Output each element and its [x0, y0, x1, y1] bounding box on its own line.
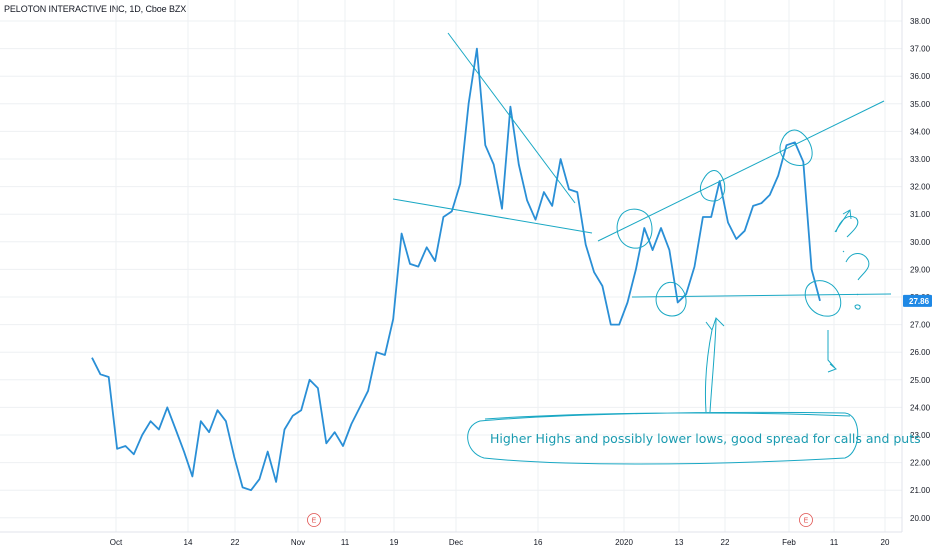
- circle-jan-low: [655, 281, 687, 317]
- arrow-up: [834, 209, 852, 233]
- y-tick-label: 32.00: [910, 183, 931, 192]
- chart-drawings: [392, 32, 892, 465]
- circle-dec-high: [616, 208, 653, 249]
- x-tick-label: 16: [534, 538, 543, 547]
- neckline-left: [392, 198, 593, 234]
- x-tick-label: Dec: [449, 538, 463, 547]
- annotation-oval: [467, 411, 859, 465]
- small-scribble: [854, 304, 861, 310]
- y-tick-label: 33.00: [910, 155, 931, 164]
- y-tick-label: 23.00: [910, 431, 931, 440]
- circle-jan-high: [699, 170, 726, 202]
- y-tick-label: 25.00: [910, 376, 931, 385]
- y-tick-label: 35.00: [910, 100, 931, 109]
- y-tick-label: 34.00: [910, 127, 931, 136]
- x-tick-label: 22: [721, 538, 730, 547]
- y-tick-label: 21.00: [910, 486, 931, 495]
- support-line: [631, 293, 892, 298]
- x-tick-label: 20: [881, 538, 890, 547]
- chart-title: PELOTON INTERACTIVE INC, 1D, Cboe BZX: [4, 4, 187, 14]
- earnings-marker-nov[interactable]: E: [307, 513, 321, 527]
- y-tick-label: 22.00: [910, 459, 931, 468]
- last-price-tag: 27.86: [903, 294, 932, 307]
- question-mark-down: [845, 253, 870, 296]
- x-tick-label: Feb: [782, 538, 796, 547]
- price-line: [91, 47, 821, 492]
- y-tick-label: 36.00: [910, 72, 931, 81]
- y-tick-label: 24.00: [910, 403, 931, 412]
- time-axis: Oct 14 22 Nov 11 19 Dec 16 2020 13 22 Feb 11 20: [110, 538, 890, 547]
- last-price-value: 27.86: [909, 297, 930, 306]
- earnings-label: E: [804, 518, 809, 525]
- x-tick-label: 11: [830, 538, 839, 547]
- y-tick-label: 37.00: [910, 45, 931, 54]
- y-tick-label: 26.00: [910, 348, 931, 357]
- x-tick-label: 19: [390, 538, 399, 547]
- y-tick-label: 27.00: [910, 321, 931, 330]
- chart-grid: [0, 0, 902, 532]
- uptrend-line: [597, 100, 885, 242]
- x-tick-label: 14: [184, 538, 193, 547]
- y-tick-label: 38.00: [910, 17, 931, 26]
- y-tick-label: 30.00: [910, 238, 931, 247]
- downtrend-line: [447, 32, 576, 204]
- price-axis: 38.00 37.00 36.00 35.00 34.00 33.00 32.00 31.00…: [910, 17, 931, 523]
- earnings-marker-feb[interactable]: E: [799, 513, 813, 527]
- arrow-down: [827, 330, 837, 373]
- y-tick-label: 31.00: [910, 210, 931, 219]
- x-tick-label: 13: [675, 538, 684, 547]
- circle-feb-low: [804, 280, 842, 317]
- annotation-label: Higher Highs and possibly lower lows, go…: [490, 431, 921, 446]
- earnings-label: E: [312, 518, 317, 525]
- x-tick-label: 2020: [615, 538, 633, 547]
- x-tick-label: 11: [341, 538, 350, 547]
- y-tick-label: 29.00: [910, 265, 931, 274]
- circle-feb-high: [779, 129, 813, 166]
- x-tick-label: Nov: [291, 538, 305, 547]
- x-tick-label: Oct: [110, 538, 123, 547]
- y-tick-label: 20.00: [910, 514, 931, 523]
- arrow-to-label: [704, 317, 725, 413]
- x-tick-label: 22: [231, 538, 240, 547]
- question-mark-up: [835, 215, 859, 253]
